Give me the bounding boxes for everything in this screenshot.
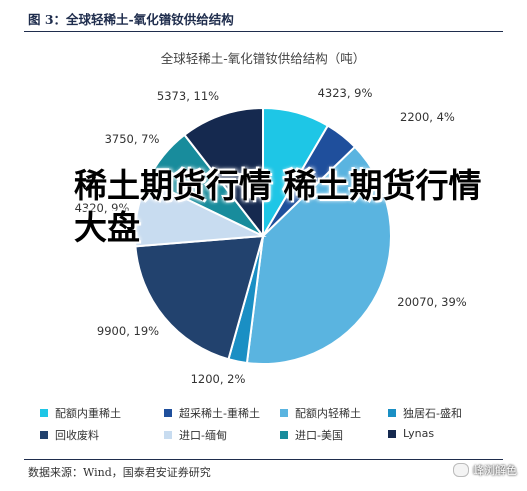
legend-swatch xyxy=(164,431,172,439)
wechat-icon xyxy=(453,463,469,477)
slice-label: 5373, 11% xyxy=(157,89,219,103)
pie-slice xyxy=(134,234,265,361)
slice-label: 1200, 2% xyxy=(191,372,246,386)
legend-label: 配额内重稀土 xyxy=(55,407,121,420)
chart-title: 全球轻稀土-氧化镨钕供给结构（吨） xyxy=(161,51,366,66)
legend-label: 进口-美国 xyxy=(295,429,343,442)
overlay-text: 稀土期货行情 稀土期货行情大盘 xyxy=(74,166,482,247)
pie-chart: 全球轻稀土-氧化镨钕供给结构（吨） 4323, 9% 2200, 4% 20070,… xyxy=(75,51,467,386)
legend-label: 回收废料 xyxy=(55,429,99,442)
slice-label: 20070, 39% xyxy=(397,295,467,309)
legend-swatch xyxy=(388,429,396,438)
source-note: 数据来源：Wind，国泰君安证券研究 xyxy=(28,466,211,479)
legend-label: Lynas xyxy=(403,427,435,440)
legend-item: 配额内轻稀土 xyxy=(280,405,361,421)
legend-swatch xyxy=(388,409,396,417)
slice-label: 2200, 4% xyxy=(400,110,455,124)
watermark-text: 峰浏解色 xyxy=(473,464,517,477)
legend-swatch xyxy=(280,409,288,417)
legend-item: 进口-缅甸 xyxy=(164,427,227,443)
legend-label: 进口-缅甸 xyxy=(179,429,227,442)
slice-label: 9900, 19% xyxy=(97,324,159,338)
pie-slice xyxy=(183,106,264,239)
figure-title: 图 3：全球轻稀土-氧化镨钕供给结构 xyxy=(28,12,234,27)
slice-label: 4323, 9% xyxy=(318,86,373,100)
legend-item: 回收废料 xyxy=(40,427,99,443)
legend-item: 配额内重稀土 xyxy=(40,405,121,421)
legend-swatch xyxy=(164,409,172,417)
source-divider xyxy=(24,459,503,460)
legend-label: 独居石-盛和 xyxy=(403,407,462,420)
legend-swatch xyxy=(280,431,288,439)
legend-label: 配额内轻稀土 xyxy=(295,407,361,420)
legend-item: Lynas xyxy=(388,427,434,440)
legend-swatch xyxy=(40,409,48,417)
header-divider xyxy=(24,31,503,32)
pie-slice xyxy=(245,145,392,365)
legend-label: 超采稀土-重稀土 xyxy=(179,407,260,420)
figure-header: 图 3：全球轻稀土-氧化镨钕供给结构 xyxy=(0,0,527,34)
legend-swatch xyxy=(40,431,48,439)
watermark: 峰浏解色 xyxy=(453,462,517,478)
slice-label: 4320, 9% xyxy=(75,201,130,215)
legend-item: 进口-美国 xyxy=(280,427,343,443)
legend-item: 独居石-盛和 xyxy=(388,405,462,421)
legend-item: 超采稀土-重稀土 xyxy=(164,405,260,421)
slice-label: 3750, 7% xyxy=(105,132,160,146)
